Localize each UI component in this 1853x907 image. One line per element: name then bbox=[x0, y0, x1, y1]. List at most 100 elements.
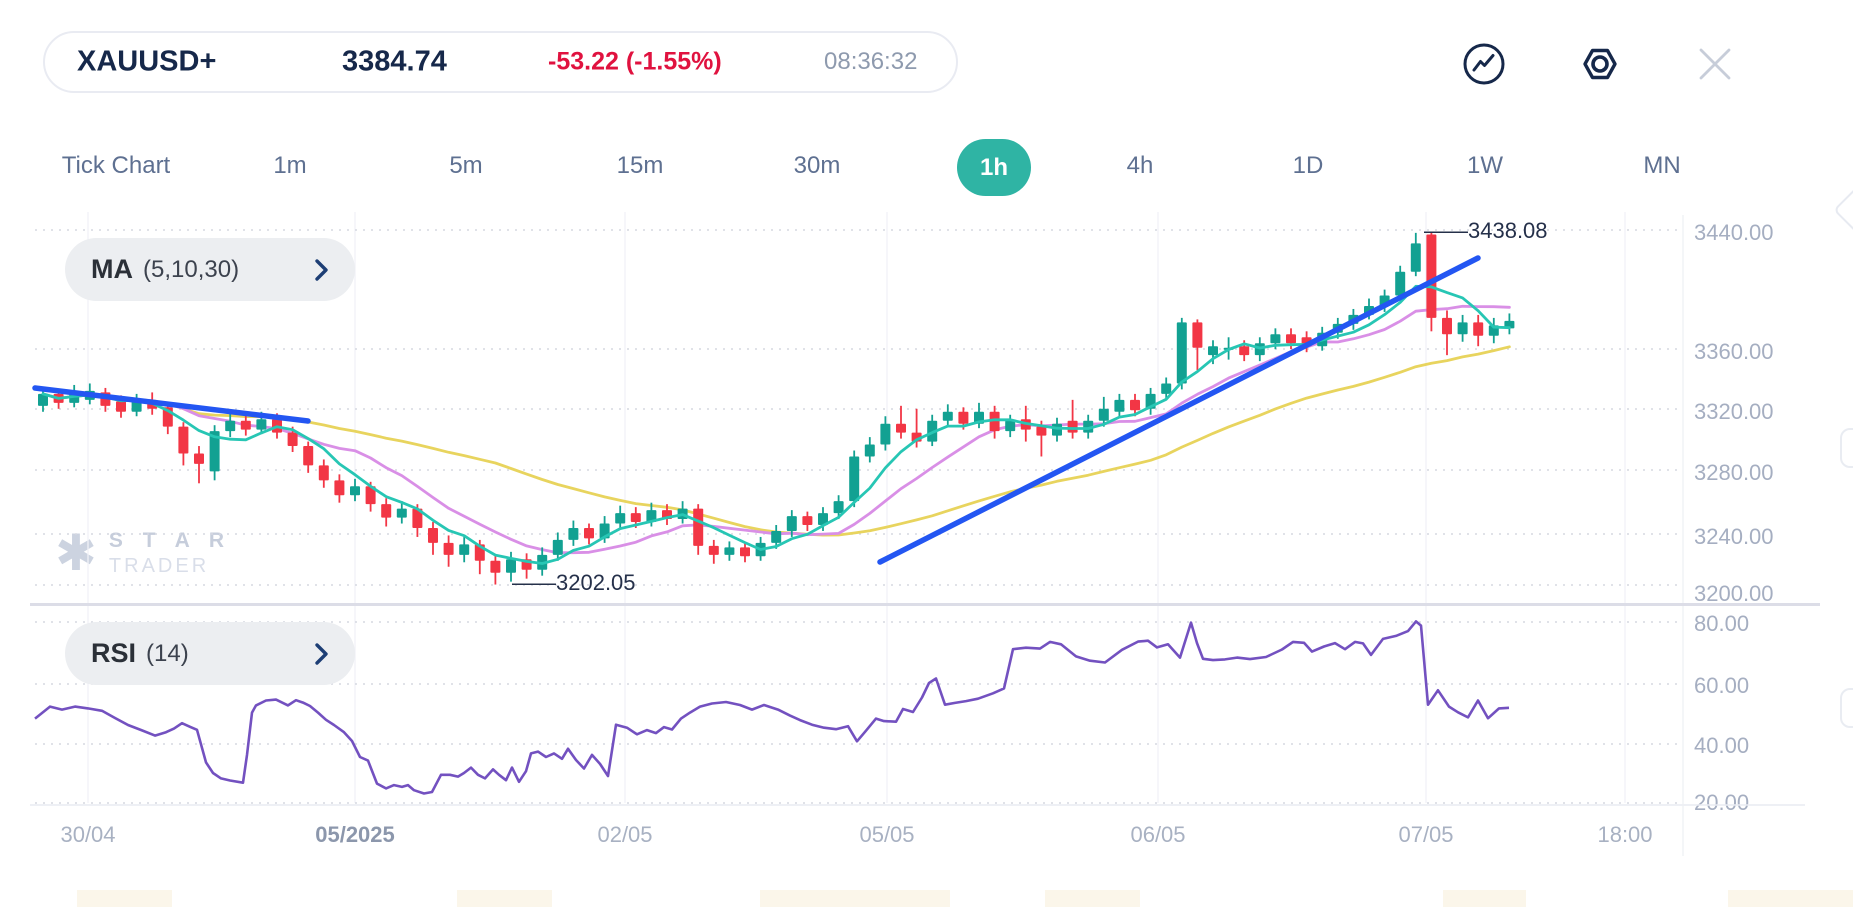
trendline[interactable] bbox=[877, 255, 1481, 565]
candle-body bbox=[989, 411, 1000, 432]
candle-body bbox=[1286, 334, 1296, 344]
cutoff-row-fragment bbox=[1045, 890, 1140, 907]
timeframe-tab-4h[interactable]: 4h bbox=[1126, 152, 1154, 179]
cutoff-row-fragment bbox=[77, 890, 172, 907]
candle-body bbox=[506, 559, 516, 573]
close-icon bbox=[1699, 48, 1731, 80]
line-chart-icon bbox=[1463, 43, 1505, 85]
edge-partial-button[interactable] bbox=[1840, 428, 1853, 468]
pane-divider[interactable] bbox=[30, 603, 1820, 606]
candle-body bbox=[802, 516, 813, 526]
candle-body bbox=[849, 456, 860, 502]
timeframe-tab-tick-chart[interactable]: Tick Chart bbox=[61, 152, 171, 179]
candle-body bbox=[1130, 399, 1140, 411]
ma-indicator-pill[interactable]: MA (5,10,30) bbox=[65, 238, 355, 301]
candle-body bbox=[615, 513, 626, 524]
current-price: 3384.74 bbox=[342, 45, 447, 78]
candle-body bbox=[630, 513, 641, 523]
price-axis-label: 3320.00 bbox=[1694, 399, 1774, 424]
candle-body bbox=[1005, 420, 1016, 432]
candle-body bbox=[1161, 383, 1172, 394]
candle-body bbox=[552, 539, 563, 555]
candle-body bbox=[1442, 317, 1452, 335]
cutoff-row-fragment bbox=[760, 890, 950, 907]
cutoff-row-fragment bbox=[1728, 890, 1853, 907]
time-axis-label: 30/04 bbox=[60, 822, 116, 847]
trendline[interactable] bbox=[32, 385, 311, 424]
price-axis-label: 3200.00 bbox=[1694, 581, 1774, 606]
candle-body bbox=[818, 513, 828, 526]
candle-body bbox=[833, 501, 844, 514]
candle-body bbox=[459, 544, 470, 555]
price-axis-label: 3440.00 bbox=[1694, 220, 1774, 245]
candle-body bbox=[365, 486, 376, 505]
candle-body bbox=[958, 411, 969, 424]
rsi-indicator-params: (14) bbox=[146, 639, 189, 667]
rsi-axis-label: 20.00 bbox=[1694, 790, 1750, 815]
symbol-name[interactable]: XAUUSD+ bbox=[77, 45, 217, 78]
candle-body bbox=[786, 516, 797, 531]
candle-body bbox=[1426, 234, 1437, 318]
candle-body bbox=[1395, 271, 1406, 296]
candle-body bbox=[693, 508, 704, 546]
rsi-axis-label: 40.00 bbox=[1694, 733, 1750, 758]
price-axis-label: 3240.00 bbox=[1694, 524, 1774, 549]
time-axis-label: 05/05 bbox=[859, 822, 915, 847]
candle-body bbox=[350, 486, 360, 496]
time-axis-label: 05/2025 bbox=[315, 822, 395, 847]
candle-body bbox=[942, 411, 953, 421]
candle-body bbox=[584, 528, 594, 539]
candle-body bbox=[1192, 322, 1203, 348]
candle-body bbox=[443, 542, 454, 555]
ma-indicator-params: (5,10,30) bbox=[143, 255, 240, 283]
candle-body bbox=[1208, 346, 1218, 356]
timeframe-tab-1m[interactable]: 1m bbox=[273, 152, 307, 179]
candle-body bbox=[381, 504, 392, 518]
candle-body bbox=[334, 480, 345, 496]
candle-body bbox=[1098, 408, 1109, 421]
watermark-line2: TRADER bbox=[108, 554, 210, 577]
close-button[interactable] bbox=[1696, 45, 1740, 89]
candle-body bbox=[1270, 334, 1281, 344]
candle-body bbox=[303, 446, 314, 466]
rsi-axis-label: 60.00 bbox=[1694, 673, 1750, 698]
candle-body bbox=[1473, 322, 1484, 336]
timeframe-tab-1h[interactable]: 1h bbox=[956, 139, 1032, 196]
candle-body bbox=[240, 420, 251, 430]
timeframe-tab-1d[interactable]: 1D bbox=[1292, 152, 1324, 179]
timeframe-tab-1w[interactable]: 1W bbox=[1467, 152, 1503, 179]
timeframe-tab-mn[interactable]: MN bbox=[1643, 152, 1681, 179]
edge-partial-button[interactable] bbox=[1840, 688, 1853, 728]
candle-body bbox=[490, 560, 501, 573]
candle-body bbox=[428, 528, 438, 543]
candle-body bbox=[178, 426, 189, 454]
timeframe-tab-30m[interactable]: 30m bbox=[793, 152, 841, 179]
candle-body bbox=[646, 510, 657, 523]
rsi-line bbox=[34, 620, 1510, 795]
candle-body bbox=[194, 453, 204, 464]
candle-body bbox=[209, 431, 220, 472]
indicator-button[interactable] bbox=[1462, 42, 1506, 86]
time-axis-label: 07/05 bbox=[1398, 822, 1454, 847]
chevron-right-icon bbox=[315, 258, 328, 281]
low-price-annotation: ——3202.05 bbox=[512, 570, 636, 595]
rsi-indicator-pill[interactable]: RSI (14) bbox=[65, 622, 355, 685]
quote-time: 08:36:32 bbox=[824, 48, 918, 75]
candle-body bbox=[771, 530, 782, 543]
timeframe-tab-15m[interactable]: 15m bbox=[616, 152, 664, 179]
candle-body bbox=[708, 545, 719, 555]
settings-button[interactable] bbox=[1578, 42, 1622, 86]
timeframe-tab-5m[interactable]: 5m bbox=[449, 152, 483, 179]
price-axis-label: 3280.00 bbox=[1694, 460, 1774, 485]
high-price-annotation: ——3438.08 bbox=[1424, 218, 1548, 243]
candle-body bbox=[116, 401, 126, 412]
cutoff-row-fragment bbox=[457, 890, 552, 907]
candle-body bbox=[287, 432, 298, 447]
candle-body bbox=[256, 419, 267, 430]
candle-body bbox=[864, 444, 875, 457]
ma-indicator-name: MA bbox=[91, 254, 133, 284]
candle-body bbox=[225, 420, 236, 432]
candle-body bbox=[1067, 420, 1078, 433]
chevron-right-icon bbox=[315, 642, 328, 665]
